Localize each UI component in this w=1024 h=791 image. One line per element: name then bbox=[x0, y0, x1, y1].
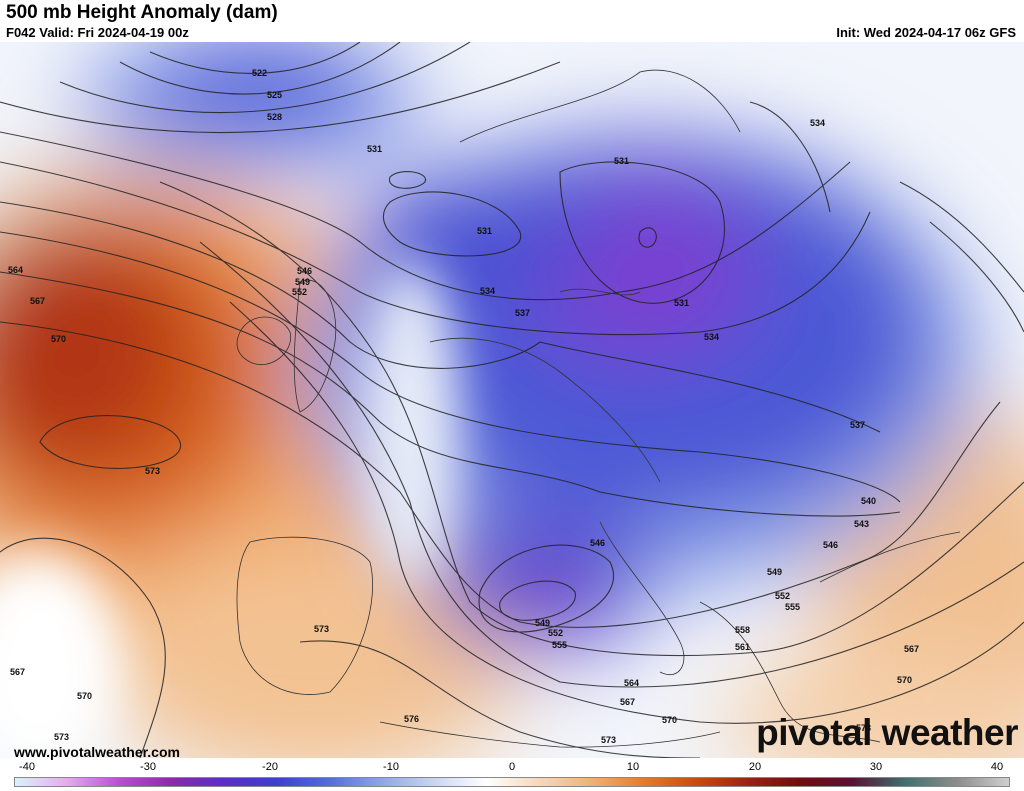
contour-label: 525 bbox=[267, 90, 282, 100]
contour-label: 528 bbox=[267, 112, 282, 122]
contour-label: 549 bbox=[767, 567, 782, 577]
contour-label: 543 bbox=[854, 519, 869, 529]
contour-label: 546 bbox=[297, 266, 312, 276]
contour-label: 534 bbox=[704, 332, 719, 342]
contour-label: 549 bbox=[535, 618, 550, 628]
contour-label: 573 bbox=[54, 732, 69, 742]
colorbar-tick: -20 bbox=[262, 761, 278, 773]
anomaly-shading bbox=[0, 42, 1024, 758]
contour-label: 555 bbox=[785, 602, 800, 612]
contour-label: 561 bbox=[735, 642, 750, 652]
colorbar-tick: 40 bbox=[990, 761, 1004, 773]
map-canvas: 522 525 528 531 531 531 534 534 534 531 … bbox=[0, 42, 1024, 758]
colorbar-tick: 0 bbox=[508, 761, 516, 773]
contour-label: 531 bbox=[614, 156, 629, 166]
contour-label: 573 bbox=[145, 466, 160, 476]
colorbar-tick: -40 bbox=[19, 761, 35, 773]
contour-label: 555 bbox=[552, 640, 567, 650]
colorbar-tick: -30 bbox=[140, 761, 156, 773]
contour-label: 570 bbox=[51, 334, 66, 344]
contour-label: 567 bbox=[620, 697, 635, 707]
brand-logo: pivotal weather bbox=[756, 712, 1018, 753]
contour-label: 552 bbox=[775, 591, 790, 601]
contour-label: 573 bbox=[601, 735, 616, 745]
contour-label: 567 bbox=[10, 667, 25, 677]
colorbar-tick: 20 bbox=[748, 761, 762, 773]
contour-label: 570 bbox=[662, 715, 677, 725]
contour-label: 567 bbox=[30, 296, 45, 306]
contour-label: 552 bbox=[292, 287, 307, 297]
contour-label: 570 bbox=[77, 691, 92, 701]
init-time: Init: Wed 2024-04-17 06z GFS bbox=[836, 25, 1016, 40]
contour-label: 570 bbox=[897, 675, 912, 685]
contour-label: 564 bbox=[624, 678, 639, 688]
contour-label: 546 bbox=[590, 538, 605, 548]
colorbar bbox=[14, 777, 1010, 787]
contour-label: 573 bbox=[856, 723, 871, 733]
contour-label: 540 bbox=[861, 496, 876, 506]
contour-label: 567 bbox=[904, 644, 919, 654]
valid-time: F042 Valid: Fri 2024-04-19 00z bbox=[6, 25, 189, 40]
contour-label: 546 bbox=[823, 540, 838, 550]
contour-label: 531 bbox=[674, 298, 689, 308]
anomaly-map: 522 525 528 531 531 531 534 534 534 531 … bbox=[0, 42, 1024, 758]
map-title: 500 mb Height Anomaly (dam) bbox=[6, 2, 278, 23]
website-link[interactable]: www.pivotalweather.com bbox=[14, 744, 180, 760]
colorbar-tick: -10 bbox=[383, 761, 399, 773]
contour-label: 564 bbox=[8, 265, 23, 275]
coastlines bbox=[236, 69, 961, 748]
contour-label: 576 bbox=[404, 714, 419, 724]
contour-label: 531 bbox=[367, 144, 382, 154]
height-contours bbox=[0, 42, 1024, 758]
contour-label: 549 bbox=[295, 277, 310, 287]
header-bar: 500 mb Height Anomaly (dam) F042 Valid: … bbox=[0, 0, 1024, 42]
contour-label: 558 bbox=[735, 625, 750, 635]
contour-label: 522 bbox=[252, 68, 267, 78]
contour-label: 531 bbox=[477, 226, 492, 236]
colorbar-tick: 10 bbox=[626, 761, 640, 773]
contour-label: 537 bbox=[515, 308, 530, 318]
contour-label: 534 bbox=[480, 286, 495, 296]
contour-label: 537 bbox=[850, 420, 865, 430]
contour-labels: 522 525 528 531 531 531 534 534 534 531 … bbox=[8, 68, 919, 745]
colorbar-ticks: -40 -30 -20 -10 0 10 20 30 40 bbox=[0, 761, 1024, 777]
contour-label: 552 bbox=[548, 628, 563, 638]
colorbar-tick: 30 bbox=[869, 761, 883, 773]
contour-label: 573 bbox=[314, 624, 329, 634]
contour-label: 534 bbox=[810, 118, 825, 128]
